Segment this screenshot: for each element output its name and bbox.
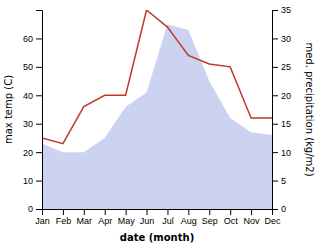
tick-label: 0 [28, 204, 33, 214]
tick-mark [272, 181, 278, 182]
tick: 60 [23, 34, 42, 44]
tick-label: 5 [281, 176, 286, 186]
tick-label: 50 [23, 62, 33, 72]
tick: 0 [272, 204, 286, 214]
tick-mark [230, 209, 231, 215]
marks [42, 10, 272, 209]
tick: Mar [77, 209, 93, 226]
tick: Nov [244, 209, 261, 226]
x-axis: Jan Feb Mar Apr May Jun Jul Aug Sep Oct NovDec [35, 209, 281, 226]
tick-mark [209, 209, 210, 215]
tick: 10 [23, 176, 42, 186]
plot: JanFebMarAprMayJunJulAugSepOctNovDec0102… [3, 5, 315, 243]
tick: 15 [272, 119, 291, 129]
tick-label: Nov [244, 216, 261, 226]
tick-label: 30 [23, 119, 33, 129]
tick-label: 20 [23, 148, 33, 158]
tick-label: Aug [181, 216, 197, 226]
tick: Sep [202, 209, 218, 226]
y2-axis: 0 5 10 15 20 25 30 35 [272, 5, 291, 214]
tick: 20 [272, 91, 291, 101]
tick-mark [36, 209, 42, 210]
tick: 50 [23, 62, 42, 72]
tick: May [118, 209, 136, 226]
tick: 20 [23, 148, 42, 158]
tick-label: 35 [281, 5, 291, 15]
tick-label: Oct [224, 216, 239, 226]
tick-label: Feb [56, 216, 72, 226]
tick-mark [126, 209, 127, 215]
axis-line [43, 210, 273, 216]
y-axis: 0 10 20 30 40 50 60 [23, 11, 43, 215]
tick-label: Jul [162, 216, 174, 226]
chart: JanFebMarAprMayJunJulAugSepOctNovDec0102… [0, 0, 318, 247]
tick-label: 15 [281, 119, 291, 129]
tick: Jun [140, 209, 155, 226]
tick: Aug [181, 209, 197, 226]
tick: Feb [56, 209, 72, 226]
tick-mark [63, 209, 64, 215]
tick-mark [272, 67, 278, 68]
tick-mark [36, 38, 42, 39]
tick-label: 0 [281, 204, 286, 214]
tick-label: 25 [281, 62, 291, 72]
tick: Apr [98, 209, 112, 226]
tick-label: Apr [98, 216, 112, 226]
tick-label: 10 [281, 148, 291, 158]
tick-label: 10 [23, 176, 33, 186]
tick-mark [36, 95, 42, 96]
tick-label: Dec [264, 216, 281, 226]
tick-label: Sep [202, 216, 218, 226]
tick: Jul [162, 209, 174, 226]
tick: Oct [224, 209, 239, 226]
tick-mark [272, 209, 278, 210]
tick-mark [272, 152, 278, 153]
y-axis-title: max temp (C) [3, 75, 14, 144]
tick: 30 [272, 34, 291, 44]
tick-mark [147, 209, 148, 215]
tick-mark [272, 124, 278, 125]
tick: 5 [272, 176, 286, 186]
tick: 40 [23, 91, 42, 101]
tick-label: 30 [281, 34, 291, 44]
tick-mark [188, 209, 189, 215]
x-axis-title: date (month) [120, 232, 194, 243]
tick: 0 [28, 204, 42, 214]
tick-mark [105, 209, 106, 215]
tick-label: May [118, 216, 136, 226]
line [42, 10, 272, 144]
tick-label: Mar [77, 216, 93, 226]
tick-label: 60 [23, 34, 33, 44]
tick-label: 40 [23, 91, 33, 101]
tick-mark [36, 124, 42, 125]
tick: Jan [35, 209, 50, 226]
tick-mark [272, 38, 278, 39]
tick-mark [251, 209, 252, 215]
tick-label: Jun [140, 216, 155, 226]
tick-mark [36, 181, 42, 182]
y2-axis-title: med. precipitation (kg/m2) [304, 42, 315, 176]
tick-mark [272, 10, 278, 11]
tick: Dec [264, 209, 281, 226]
tick-label: Jan [35, 216, 50, 226]
tick: 10 [272, 148, 291, 158]
tick-label: 20 [281, 91, 291, 101]
axis-line [273, 11, 279, 210]
tick-mark [272, 95, 278, 96]
tick: 30 [23, 119, 42, 129]
tick-mark [36, 152, 42, 153]
tick: 35 [272, 5, 291, 15]
tick: 25 [272, 62, 291, 72]
area [42, 24, 272, 209]
tick-mark [36, 67, 42, 68]
tick-mark [84, 209, 85, 215]
axis-line [36, 11, 43, 210]
tick-mark [167, 209, 168, 215]
